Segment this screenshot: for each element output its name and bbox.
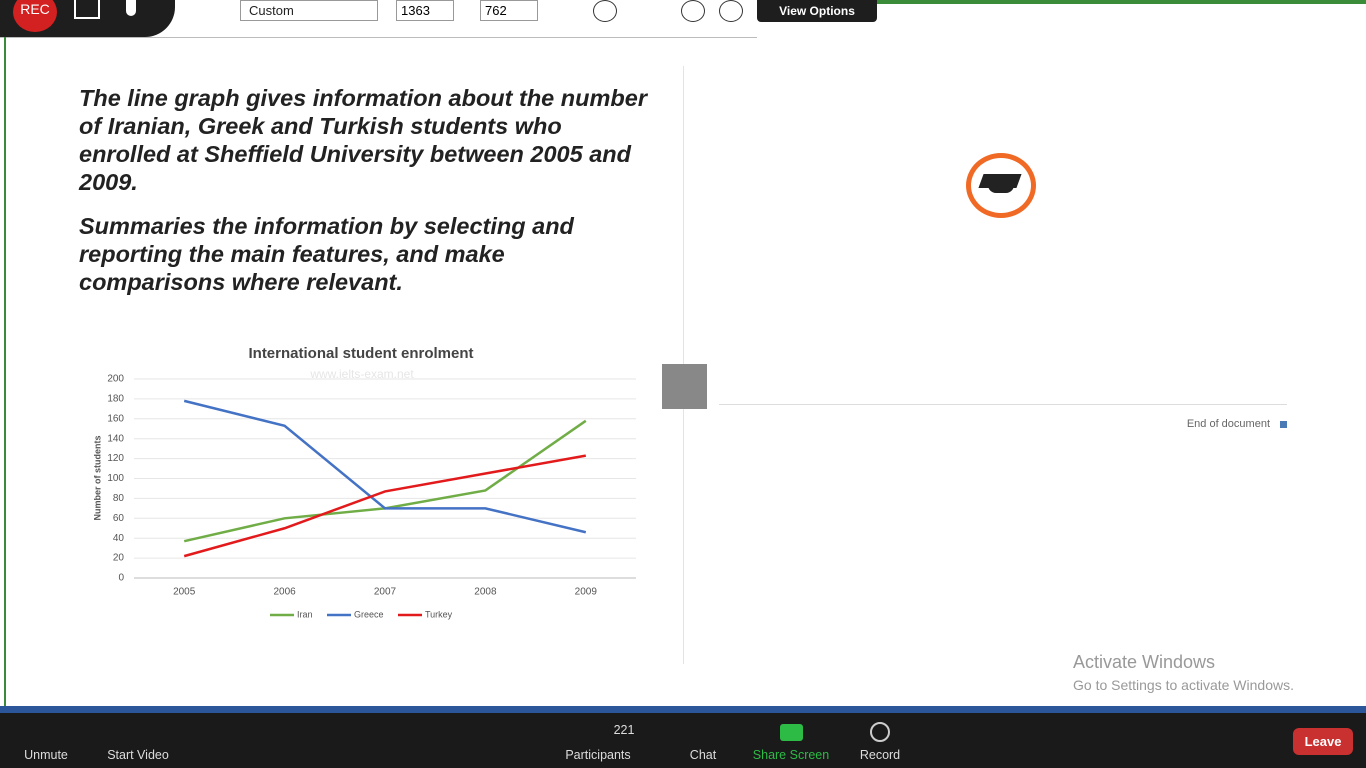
y-tick-label: 140: [107, 433, 124, 444]
share-border: [877, 0, 1366, 4]
x-tick-label: 2008: [474, 587, 497, 598]
y-axis-label: Number of students: [92, 435, 102, 520]
screen-icon[interactable]: [74, 0, 100, 19]
prompt-text: Summaries the information by selecting a…: [79, 213, 574, 295]
width-input[interactable]: 1363: [396, 0, 454, 21]
y-tick-label: 120: [107, 453, 124, 464]
activate-subtitle: Go to Settings to activate Windows.: [1073, 677, 1294, 693]
recorder-toolbar: REC Custom 1363 762: [0, 0, 757, 38]
y-tick-label: 180: [107, 394, 124, 405]
chart: International student enrolment www.ielt…: [92, 345, 636, 619]
y-tick-label: 40: [113, 533, 125, 544]
chart-title: International student enrolment: [248, 345, 473, 362]
y-tick-label: 20: [113, 553, 125, 564]
x-tick-label: 2005: [173, 587, 196, 598]
help-icon[interactable]: [593, 0, 617, 22]
move-handle[interactable]: [662, 364, 707, 409]
activate-title: Activate Windows: [1073, 652, 1216, 672]
x-tick-label: 2007: [374, 587, 397, 598]
leave[interactable]: Leave: [1293, 728, 1353, 755]
participants[interactable]: Participants: [565, 748, 631, 762]
cap-icon: [988, 184, 1014, 193]
end-marker: [1280, 421, 1287, 428]
mic-icon[interactable]: [126, 0, 136, 16]
close-icon[interactable]: [719, 0, 743, 22]
preset-select[interactable]: Custom: [240, 0, 378, 21]
legend-label: Turkey: [425, 609, 453, 619]
x-tick-label: 2009: [575, 587, 598, 598]
height-input[interactable]: 762: [480, 0, 538, 21]
rule: [719, 404, 1287, 405]
record-icon[interactable]: [870, 722, 890, 742]
chat[interactable]: Chat: [689, 748, 717, 762]
share-screen[interactable]: Share Screen: [752, 748, 830, 762]
logo: [966, 153, 1036, 218]
series-line: [183, 399, 587, 534]
participant-count: 221: [613, 723, 635, 737]
prompt-text: The line graph gives information about t…: [79, 85, 647, 195]
y-tick-label: 160: [107, 413, 124, 424]
series-line: [183, 454, 587, 558]
watermark: www.ielts-exam.net: [309, 367, 414, 381]
legend-label: Greece: [354, 609, 384, 619]
end-of-document: End of document: [1186, 418, 1270, 430]
y-tick-label: 0: [118, 573, 124, 584]
start-video[interactable]: Start Video: [107, 748, 169, 762]
y-tick-label: 80: [113, 493, 125, 504]
share-icon[interactable]: [780, 724, 803, 741]
share-border-left: [4, 37, 6, 707]
rec-button[interactable]: REC: [13, 0, 57, 32]
status-bar: [0, 706, 1366, 713]
x-tick-label: 2006: [273, 587, 296, 598]
record[interactable]: Record: [859, 748, 901, 762]
y-tick-label: 200: [107, 374, 124, 385]
unmute[interactable]: Unmute: [24, 748, 68, 762]
y-tick-label: 100: [107, 473, 124, 484]
view-options[interactable]: View Options: [757, 0, 877, 22]
meeting-bar: Unmute Start Video Participants 221 Chat…: [0, 713, 1366, 768]
minimize-icon[interactable]: [681, 0, 705, 22]
y-tick-label: 60: [113, 513, 125, 524]
legend-label: Iran: [297, 609, 313, 619]
